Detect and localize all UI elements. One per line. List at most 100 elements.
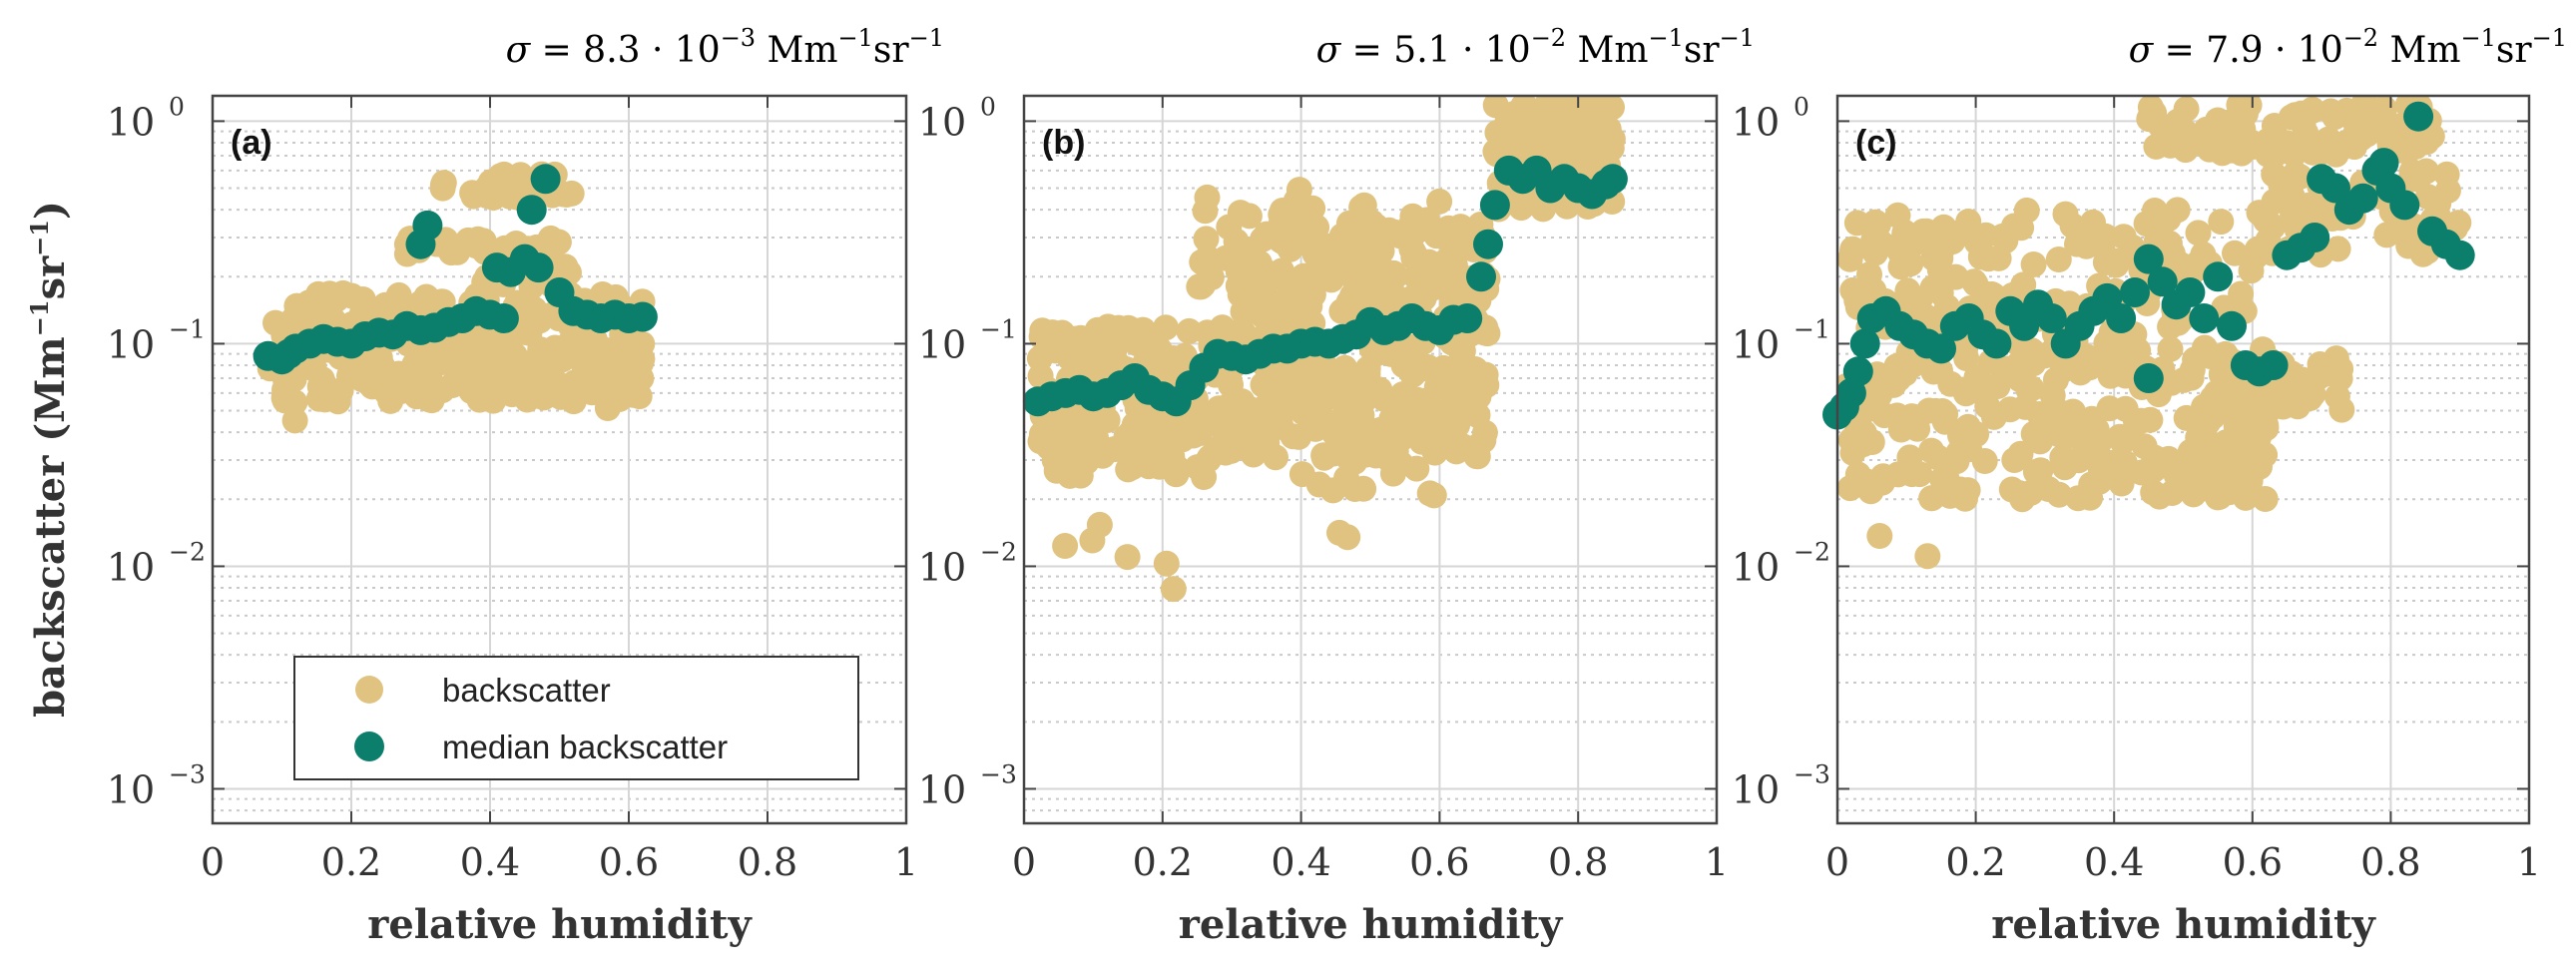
backscatter-point xyxy=(2110,345,2137,371)
y-tick-base: 10 xyxy=(107,767,155,811)
backscatter-point xyxy=(2067,359,2094,386)
y-tick-base: 10 xyxy=(107,545,155,589)
title-part: −1 xyxy=(1720,24,1755,52)
backscatter-point xyxy=(2210,382,2237,409)
backscatter-point xyxy=(1186,273,1213,300)
backscatter-point xyxy=(2174,458,2201,484)
median-point xyxy=(627,301,658,332)
median-point xyxy=(2389,190,2420,221)
y-tick-base: 10 xyxy=(918,322,966,366)
title-part: σ xyxy=(506,30,532,71)
y-tick-label: 10 0 xyxy=(1732,92,1809,144)
backscatter-point xyxy=(1882,234,1909,260)
title-part: sr xyxy=(2496,30,2532,71)
legend-marker-backscatter xyxy=(355,676,383,704)
x-tick-label: 0 xyxy=(1012,840,1036,884)
median-point xyxy=(523,252,554,283)
median-point xyxy=(2133,363,2164,393)
backscatter-point xyxy=(1070,427,1097,454)
median-point xyxy=(1473,229,1503,259)
median-point xyxy=(1479,190,1510,221)
backscatter-point xyxy=(306,373,333,400)
backscatter-point xyxy=(1044,422,1071,449)
x-tick-label: 0.2 xyxy=(1133,840,1193,884)
backscatter-point xyxy=(1392,412,1419,439)
backscatter-point xyxy=(1449,337,1476,364)
y-tick-label: 10 −1 xyxy=(918,314,1017,366)
median-series xyxy=(1022,155,1628,417)
y-tick-label: 10 0 xyxy=(918,92,996,144)
backscatter-point xyxy=(2222,240,2248,266)
x-axis-label: relative humidity xyxy=(367,901,753,948)
y-tick-label: 10 −3 xyxy=(107,759,206,811)
backscatter-point xyxy=(1403,455,1430,482)
backscatter-point xyxy=(1269,381,1295,408)
y-tick-exponent: −3 xyxy=(1794,759,1830,788)
median-point xyxy=(1842,356,1873,387)
chart-title: σ = 7.9 · 10−2 Mm−1sr−1 xyxy=(2129,24,2567,71)
x-tick-label: 0.4 xyxy=(1271,840,1330,884)
median-series xyxy=(253,164,658,375)
backscatter-point xyxy=(2080,222,2107,248)
axes-box xyxy=(211,94,908,825)
backscatter-point xyxy=(1503,189,1530,216)
backscatter-point xyxy=(1862,209,1889,236)
panel-2: 0 0.2 0.4 0.6 0.8 1 10 0 10 −1 10 −2 10 −3 relative hu… xyxy=(918,24,1755,948)
backscatter-point xyxy=(336,362,362,389)
backscatter-point xyxy=(1084,316,1111,343)
backscatter-point xyxy=(1356,282,1383,309)
backscatter-point xyxy=(291,304,318,331)
title-part: −1 xyxy=(1649,24,1684,52)
x-tick-label: 0 xyxy=(1825,840,1849,884)
backscatter-point xyxy=(1289,399,1316,426)
x-tick-label: 0 xyxy=(201,840,225,884)
backscatter-point xyxy=(1188,413,1215,440)
backscatter-point xyxy=(1153,550,1180,577)
backscatter-point xyxy=(1236,395,1263,422)
backscatter-point xyxy=(2007,440,2034,467)
backscatter-point xyxy=(281,407,308,434)
median-point xyxy=(1981,328,2012,359)
median-point xyxy=(2120,277,2150,307)
backscatter-point xyxy=(435,234,462,260)
backscatter-point xyxy=(1423,223,1450,249)
backscatter-point xyxy=(2018,375,2045,402)
backscatter-point xyxy=(429,172,456,199)
title-part: Mm xyxy=(1566,30,1648,71)
backscatter-point xyxy=(589,281,616,307)
y-tick-exponent: −3 xyxy=(980,759,1017,788)
backscatter-point xyxy=(2116,422,2142,449)
backscatter-point xyxy=(2157,313,2184,340)
backscatter-point xyxy=(1966,367,1993,394)
backscatter-point xyxy=(1285,278,1311,305)
backscatter-point xyxy=(2017,479,2044,506)
y-tick-exponent: −1 xyxy=(169,314,206,343)
backscatter-point xyxy=(1310,380,1337,407)
backscatter-point xyxy=(2282,102,2309,129)
title-part: −1 xyxy=(909,24,944,52)
title-part: Mm xyxy=(2378,30,2460,71)
panel-label: (a) xyxy=(231,124,272,162)
backscatter-point xyxy=(2026,401,2053,427)
backscatter-point xyxy=(2213,429,2240,456)
backscatter-point xyxy=(1359,428,1386,455)
backscatter-point xyxy=(1227,200,1254,227)
backscatter-point xyxy=(281,389,308,416)
backscatter-point xyxy=(2111,449,2138,476)
backscatter-point xyxy=(1933,465,1960,492)
x-axis-label: relative humidity xyxy=(1991,901,2376,948)
backscatter-point xyxy=(1929,398,1956,424)
y-tick-label: 10 −1 xyxy=(1732,314,1830,366)
backscatter-point xyxy=(2141,444,2168,471)
backscatter-point xyxy=(1469,374,1496,401)
y-tick-label: 10 −3 xyxy=(1732,759,1830,811)
y-tick-label: 10 −3 xyxy=(918,759,1017,811)
backscatter-point xyxy=(1237,289,1264,315)
backscatter-point xyxy=(2340,125,2367,152)
backscatter-point xyxy=(2328,396,2355,423)
backscatter-point xyxy=(338,282,365,309)
y-label-part: (Mm xyxy=(27,336,74,442)
backscatter-point xyxy=(1868,469,1895,496)
median-point xyxy=(2320,173,2350,204)
